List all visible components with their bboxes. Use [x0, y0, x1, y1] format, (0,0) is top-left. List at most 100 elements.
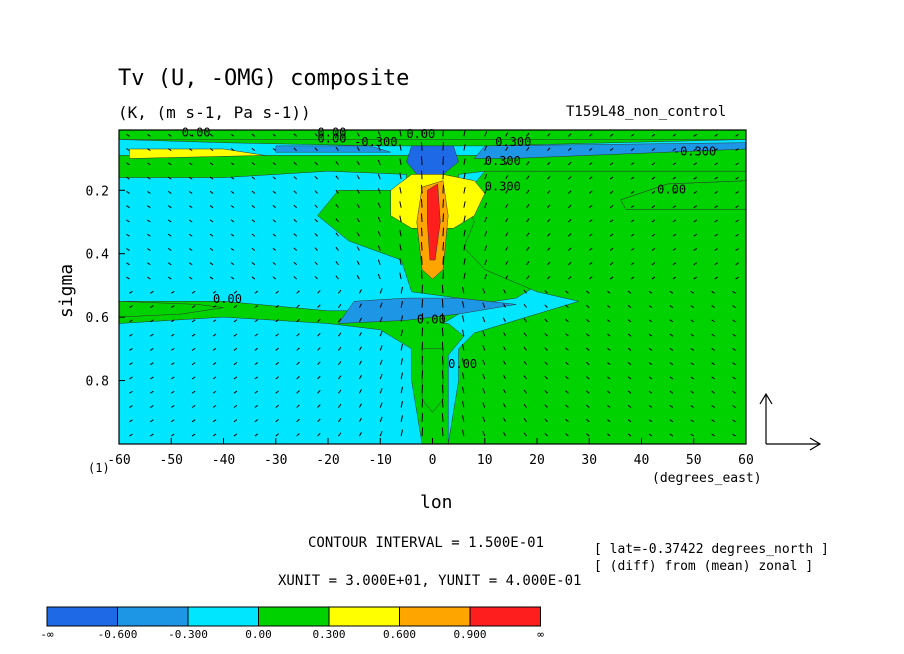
wind-arrow	[167, 248, 172, 251]
wind-arrow	[565, 304, 569, 308]
wind-arrow	[586, 347, 590, 351]
wind-arrow	[150, 319, 154, 323]
wind-arrow	[627, 376, 632, 380]
wind-arrow	[732, 319, 736, 323]
wind-arrow	[377, 131, 381, 137]
wind-arrow	[732, 362, 736, 366]
wind-arrow	[356, 274, 360, 280]
wind-arrow	[606, 319, 611, 323]
wind-arrow	[609, 147, 614, 152]
region-green-tongue	[119, 301, 224, 318]
wind-arrow	[212, 290, 217, 294]
wind-arrow	[462, 429, 465, 437]
wind-arrow	[379, 402, 383, 408]
wind-arrow	[544, 432, 548, 437]
wind-arrow	[609, 205, 614, 209]
wind-arrow	[586, 419, 590, 423]
colorbar-label: -∞	[40, 628, 54, 641]
wind-arrow	[462, 415, 465, 422]
wind-arrow	[690, 319, 695, 323]
wind-arrow	[233, 390, 238, 394]
wind-arrow	[586, 390, 590, 394]
wind-arrow	[212, 390, 217, 394]
y-axis: 0.2 0.4 0.6 0.8	[86, 184, 125, 390]
wind-arrow	[651, 276, 656, 280]
wind-arrow	[293, 261, 297, 266]
wind-arrow	[233, 376, 238, 380]
wind-arrow	[233, 347, 238, 351]
wind-arrow	[442, 270, 444, 280]
wind-arrow	[609, 176, 614, 180]
wind-arrow	[377, 188, 381, 194]
wind-arrow	[648, 347, 653, 351]
wind-arrow	[275, 361, 279, 366]
wind-arrow	[441, 327, 444, 337]
wind-arrow	[379, 316, 383, 323]
wind-arrow	[377, 216, 381, 223]
wind-arrow	[335, 161, 339, 166]
wind-arrow	[230, 148, 235, 152]
wind-arrow	[735, 248, 739, 251]
wind-arrow	[565, 333, 569, 337]
wind-arrow	[463, 158, 466, 165]
wind-arrow	[630, 190, 635, 194]
wind-arrow	[400, 329, 403, 337]
wind-arrow	[233, 433, 238, 437]
wind-arrow	[251, 276, 256, 280]
wind-arrow	[565, 418, 569, 423]
wind-arrow	[523, 361, 527, 366]
wind-arrow	[630, 205, 635, 209]
region-cyan-lower	[119, 316, 423, 444]
wind-arrow	[544, 290, 548, 294]
wind-arrow	[356, 246, 360, 251]
wind-arrow	[170, 347, 175, 351]
wind-arrow	[735, 205, 739, 209]
wind-arrow	[442, 184, 444, 194]
wind-arrow	[482, 331, 486, 337]
wind-arrow	[191, 376, 196, 380]
wind-arrow	[462, 343, 465, 351]
wind-arrow	[126, 133, 130, 137]
wind-arrow	[272, 176, 277, 180]
wind-arrow	[505, 274, 509, 280]
wind-arrow	[630, 262, 635, 266]
wind-arrow	[191, 405, 196, 408]
wind-arrow	[568, 219, 572, 223]
wind-arrow	[356, 160, 360, 166]
wind-arrow	[338, 375, 342, 380]
wind-arrow	[505, 246, 509, 251]
wind-arrow	[526, 218, 530, 223]
wind-arrow	[212, 347, 217, 351]
wind-arrow	[338, 332, 342, 337]
wind-arrow	[170, 376, 175, 380]
wind-arrow	[358, 417, 363, 423]
wind-arrow	[338, 346, 342, 351]
wind-arrow	[544, 332, 548, 337]
wind-arrow	[421, 398, 424, 408]
wind-arrow	[421, 384, 424, 394]
wind-arrow	[609, 247, 614, 251]
wind-arrow	[714, 233, 718, 237]
wind-arrow	[293, 176, 297, 180]
wind-arrow	[421, 284, 424, 294]
wind-arrow	[317, 361, 321, 366]
x-tick-label: 10	[477, 453, 493, 468]
wind-arrow	[188, 248, 193, 251]
chart-units: (K, (m s-1, Pa s-1))	[118, 103, 311, 122]
wind-arrow	[150, 390, 154, 394]
wind-arrow	[711, 333, 715, 337]
wind-arrow	[377, 159, 381, 166]
region-upper-green	[119, 130, 746, 140]
contour-interval: CONTOUR INTERVAL = 1.500E-01	[308, 535, 545, 551]
wind-arrow	[167, 162, 172, 166]
wind-arrow	[630, 133, 635, 137]
contour-label: 0.00	[448, 357, 477, 371]
region-green-lower-column	[421, 348, 444, 413]
wind-arrow	[147, 148, 151, 152]
wind-arrow	[293, 219, 297, 223]
contour-label: -0.300	[354, 135, 397, 149]
wind-arrow	[711, 390, 715, 394]
wind-arrow	[735, 276, 739, 280]
wind-arrow	[421, 341, 424, 351]
wind-arrow	[317, 432, 321, 437]
